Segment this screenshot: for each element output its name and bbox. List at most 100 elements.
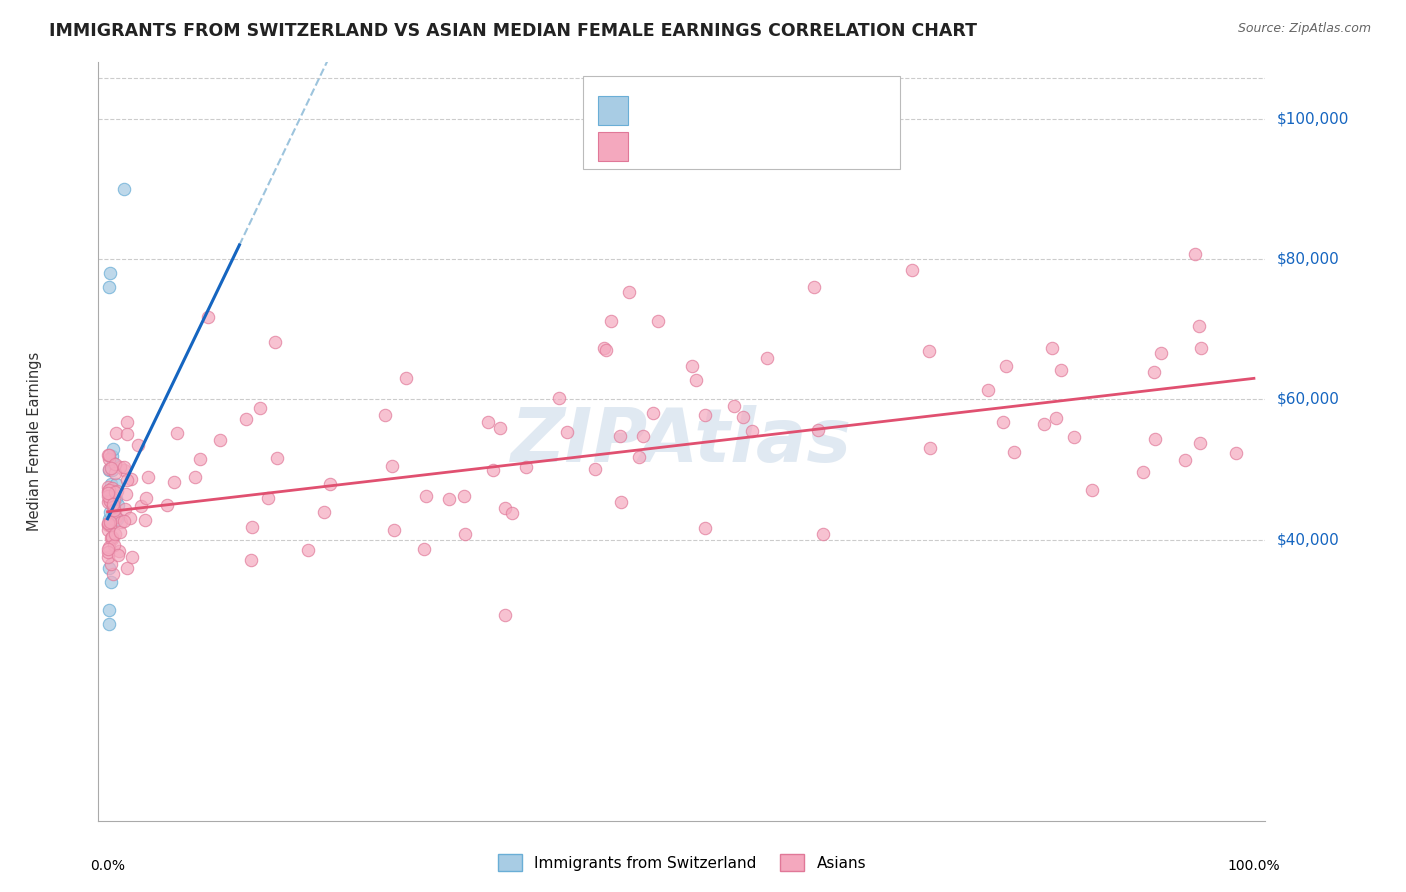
Point bbox=[297, 542, 319, 557]
Text: N =: N = bbox=[741, 139, 775, 154]
Point bbox=[454, 527, 477, 541]
Point bbox=[600, 314, 623, 328]
Point bbox=[548, 391, 571, 405]
Point bbox=[235, 412, 257, 426]
Point bbox=[121, 549, 143, 564]
Point bbox=[103, 492, 125, 507]
Point bbox=[976, 383, 998, 397]
Point bbox=[166, 425, 188, 440]
Point bbox=[98, 540, 121, 554]
Point bbox=[592, 341, 614, 355]
Point bbox=[240, 552, 263, 566]
Point bbox=[756, 351, 779, 366]
Point bbox=[693, 409, 716, 423]
Point bbox=[312, 504, 335, 518]
Point bbox=[114, 501, 136, 516]
Point bbox=[103, 505, 125, 519]
Point bbox=[733, 410, 755, 425]
Point bbox=[97, 462, 120, 476]
Point bbox=[413, 542, 436, 557]
Point bbox=[374, 408, 396, 422]
Point bbox=[1184, 247, 1206, 261]
Point bbox=[134, 513, 156, 527]
Point bbox=[1150, 345, 1173, 359]
Point bbox=[477, 415, 499, 429]
Point bbox=[188, 452, 211, 467]
Point bbox=[1081, 483, 1104, 498]
Point bbox=[101, 530, 124, 544]
Point bbox=[135, 491, 157, 505]
Point bbox=[98, 505, 121, 519]
Point bbox=[263, 335, 285, 350]
Point bbox=[184, 469, 207, 483]
Point bbox=[108, 459, 131, 474]
Point bbox=[1002, 445, 1025, 459]
Text: 23: 23 bbox=[773, 103, 797, 120]
Text: $80,000: $80,000 bbox=[1277, 252, 1340, 267]
Point bbox=[97, 489, 120, 503]
Point bbox=[97, 542, 120, 557]
Point bbox=[115, 415, 138, 429]
Text: IMMIGRANTS FROM SWITZERLAND VS ASIAN MEDIAN FEMALE EARNINGS CORRELATION CHART: IMMIGRANTS FROM SWITZERLAND VS ASIAN MED… bbox=[49, 22, 977, 40]
Point bbox=[97, 486, 120, 500]
Text: ZIPAtlas: ZIPAtlas bbox=[512, 405, 852, 478]
Point bbox=[481, 463, 503, 477]
Point bbox=[197, 310, 219, 325]
Point bbox=[617, 285, 640, 300]
Point bbox=[595, 343, 617, 358]
Point bbox=[98, 494, 121, 508]
Point bbox=[120, 472, 142, 486]
Point bbox=[901, 262, 924, 277]
Point bbox=[104, 466, 127, 480]
Text: 100.0%: 100.0% bbox=[1227, 859, 1281, 873]
Point bbox=[1225, 445, 1247, 459]
Point bbox=[1189, 341, 1212, 355]
Point bbox=[112, 463, 135, 477]
Point bbox=[97, 483, 120, 498]
Point bbox=[104, 491, 127, 505]
Point bbox=[991, 415, 1014, 429]
Point bbox=[1032, 417, 1054, 431]
Point bbox=[515, 460, 537, 475]
Text: Median Female Earnings: Median Female Earnings bbox=[27, 352, 42, 531]
Point bbox=[115, 474, 138, 488]
Point bbox=[97, 280, 120, 294]
Point bbox=[555, 425, 578, 439]
Point bbox=[104, 504, 127, 518]
Point bbox=[97, 492, 120, 507]
Point bbox=[647, 314, 669, 328]
Point bbox=[103, 483, 125, 498]
Point bbox=[1143, 365, 1166, 379]
Point bbox=[105, 425, 128, 440]
Point bbox=[103, 442, 125, 456]
Point bbox=[495, 608, 517, 623]
Point bbox=[97, 516, 120, 531]
Point bbox=[609, 428, 631, 442]
Point bbox=[995, 359, 1018, 374]
Point bbox=[107, 548, 129, 562]
Point bbox=[131, 499, 153, 513]
Point bbox=[101, 481, 124, 495]
Point bbox=[100, 461, 122, 475]
Point bbox=[104, 484, 127, 499]
Point bbox=[103, 497, 125, 511]
Text: 0.412: 0.412 bbox=[671, 138, 723, 156]
Point bbox=[98, 516, 121, 530]
Point bbox=[98, 518, 121, 533]
Point bbox=[1174, 453, 1197, 467]
Point bbox=[156, 498, 179, 512]
Point bbox=[415, 489, 437, 503]
Point bbox=[803, 280, 825, 294]
Point bbox=[103, 456, 125, 470]
Point bbox=[97, 617, 120, 632]
Point bbox=[693, 520, 716, 534]
Point bbox=[381, 458, 404, 473]
Point bbox=[103, 503, 125, 517]
Point bbox=[583, 461, 606, 475]
Point bbox=[97, 448, 120, 462]
Point bbox=[453, 489, 475, 503]
Point bbox=[110, 525, 132, 540]
Point bbox=[1189, 435, 1212, 450]
Point bbox=[104, 476, 127, 491]
Point bbox=[163, 475, 186, 490]
